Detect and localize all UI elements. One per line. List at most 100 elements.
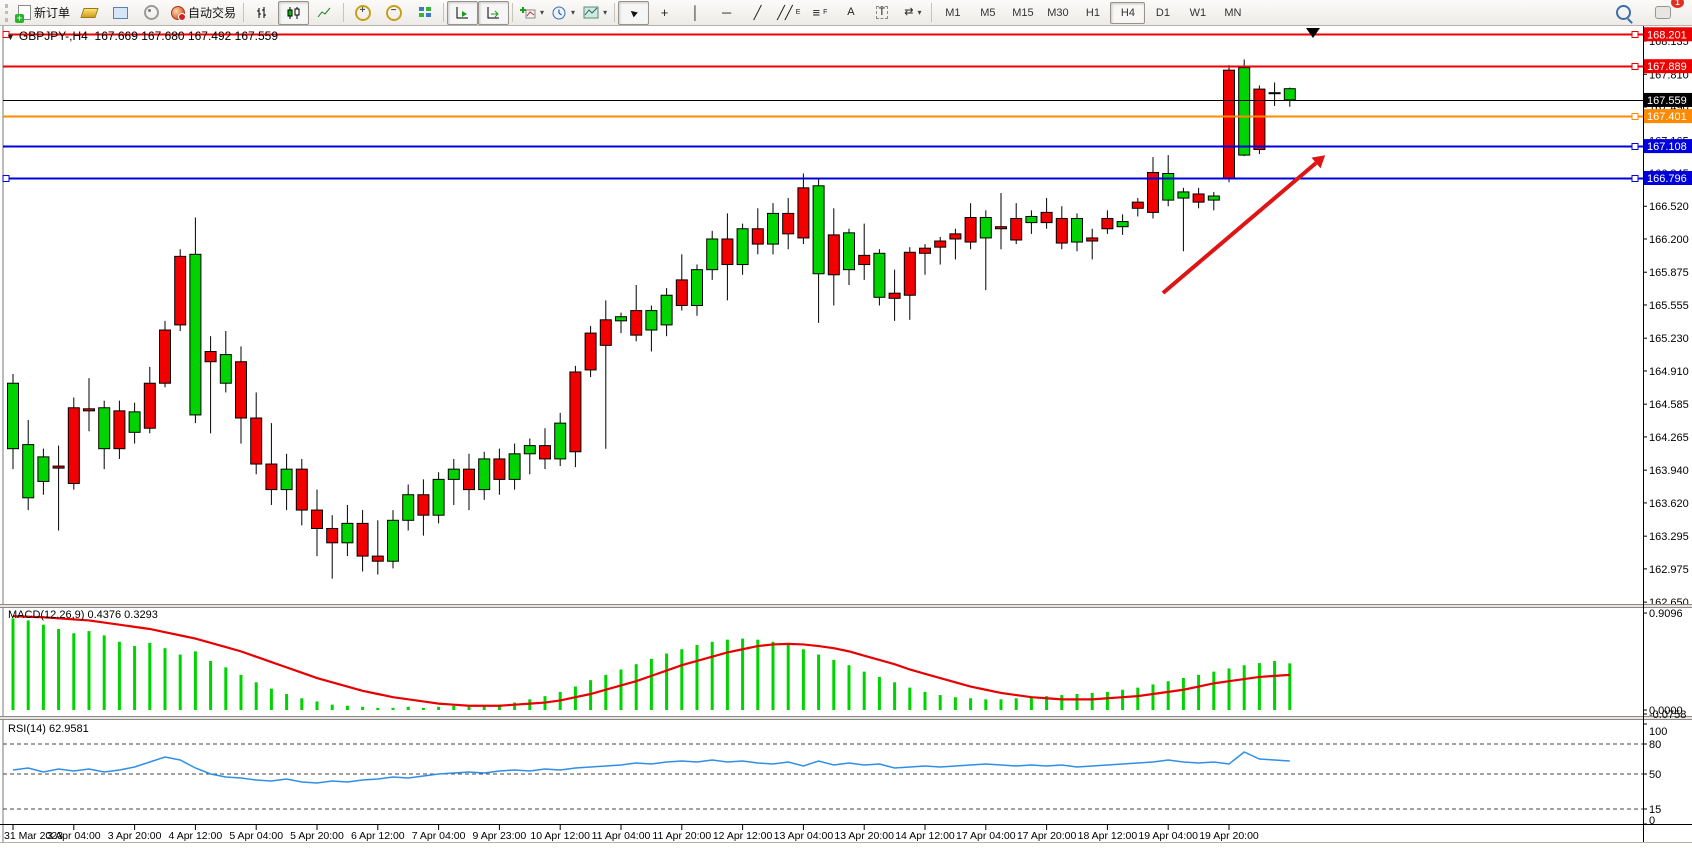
- candle: [387, 519, 399, 562]
- price-tick-label: 163.620: [1649, 498, 1689, 510]
- candle: [67, 407, 80, 484]
- dropdown-caret-icon: ▾: [917, 8, 922, 17]
- timeframe-button-D1[interactable]: D1: [1155, 6, 1170, 19]
- text-tool-button[interactable]: A: [835, 1, 866, 25]
- candle: [630, 310, 643, 336]
- line-handle[interactable]: [1631, 63, 1639, 70]
- candle: [554, 422, 567, 460]
- timeframe-button-W1[interactable]: W1: [1189, 6, 1207, 19]
- vertical-line-icon: │: [691, 5, 700, 20]
- pane-divider[interactable]: [0, 716, 1692, 720]
- macd-histogram-bar: [1197, 674, 1201, 710]
- date-label: 6 Apr 12:00: [351, 830, 405, 842]
- line-handle[interactable]: [2, 175, 10, 182]
- auto-scroll-button[interactable]: [447, 0, 479, 25]
- separator: [614, 3, 616, 22]
- arrows-tool-button[interactable]: ⇄ ▾: [897, 1, 928, 25]
- timeframe-button-H4[interactable]: H4: [1110, 1, 1146, 24]
- price-badge: [1644, 92, 1692, 107]
- line-handle[interactable]: [1631, 143, 1639, 150]
- templates-button[interactable]: ▾: [579, 1, 611, 25]
- macd-histogram-bar: [756, 639, 760, 710]
- macd-histogram-bar: [193, 651, 197, 710]
- macd-histogram-bar: [361, 706, 365, 710]
- tile-windows-button[interactable]: [409, 1, 440, 25]
- line-handle[interactable]: [1631, 31, 1639, 38]
- fibonacci-tool-button[interactable]: ≡ F: [812, 5, 828, 20]
- signals-button[interactable]: [136, 1, 167, 25]
- separator: [343, 3, 345, 22]
- down-triangle-marker[interactable]: [1306, 28, 1320, 38]
- periods-button[interactable]: ▾: [548, 1, 579, 25]
- candle: [523, 445, 536, 455]
- horizontal-line-tool-button[interactable]: ─: [711, 1, 742, 25]
- bar-chart-button[interactable]: [247, 1, 278, 25]
- macd-histogram-bar: [680, 649, 684, 710]
- fibonacci-icon: ≡: [812, 5, 821, 20]
- timeframe-button-M5[interactable]: M5: [980, 6, 996, 19]
- vertical-line-tool-button[interactable]: │: [680, 1, 711, 25]
- timeframe-button-M1[interactable]: M1: [945, 6, 961, 19]
- line-chart-button[interactable]: [309, 1, 340, 25]
- candle: [1010, 218, 1023, 241]
- price-tick-label: 164.910: [1649, 366, 1689, 378]
- candle: [995, 226, 1007, 230]
- price-badge: [1644, 139, 1692, 154]
- crosshair-tool-button[interactable]: +: [649, 1, 680, 25]
- candlestick-chart-button[interactable]: [278, 0, 310, 25]
- indicators-button[interactable]: ▾: [516, 1, 548, 25]
- candle: [7, 382, 19, 450]
- chart-shift-button[interactable]: [478, 0, 510, 25]
- macd-histogram-bar: [1136, 687, 1140, 710]
- zoom-in-button[interactable]: +: [347, 1, 378, 25]
- strategy-button[interactable]: [105, 1, 136, 25]
- line-handle[interactable]: [1631, 175, 1639, 182]
- auto-scroll-icon: [456, 6, 469, 18]
- line-handle[interactable]: [2, 31, 10, 38]
- macd-histogram-bar: [817, 654, 821, 710]
- separator: [931, 3, 933, 22]
- candle: [22, 444, 35, 499]
- add-indicator-icon: [520, 6, 536, 18]
- search-button[interactable]: [1608, 1, 1639, 25]
- candle: [812, 185, 825, 275]
- zoom-out-button[interactable]: −: [378, 1, 409, 25]
- macd-histogram-bar: [497, 704, 501, 710]
- label-tool-button[interactable]: T: [866, 1, 897, 25]
- price-badge: [1644, 171, 1692, 186]
- candle: [949, 233, 962, 240]
- date-label: 18 Apr 12:00: [1078, 830, 1138, 842]
- channel-tool-button[interactable]: ╱╱ E: [777, 5, 801, 20]
- cursor-tool-button[interactable]: ▲: [618, 0, 650, 25]
- trend-arrow-line[interactable]: [1161, 161, 1318, 295]
- autotrade-button[interactable]: 自动交易: [167, 1, 240, 25]
- timeframe-button-M15[interactable]: M15: [1012, 6, 1034, 19]
- pane-divider[interactable]: [0, 604, 1692, 608]
- macd-histogram-bar: [421, 707, 425, 710]
- candle: [979, 216, 992, 239]
- candle: [1268, 92, 1281, 95]
- rsi-level-label: 0: [1649, 815, 1655, 827]
- candle: [1131, 201, 1144, 209]
- macd-histogram-bar: [1060, 695, 1064, 710]
- candle: [1223, 69, 1235, 180]
- macd-histogram-bar: [725, 639, 729, 710]
- macd-histogram-bar: [1166, 681, 1170, 710]
- macd-histogram-bar: [1151, 684, 1155, 710]
- timeframe-button-MN[interactable]: MN: [1224, 6, 1242, 19]
- gold-button[interactable]: [74, 1, 105, 25]
- notifications-button[interactable]: 1: [1647, 0, 1684, 25]
- trend-arrow-head[interactable]: [1311, 155, 1326, 169]
- candle: [1192, 193, 1205, 203]
- timeframe-button-M30[interactable]: M30: [1047, 6, 1069, 19]
- candle: [873, 252, 886, 298]
- candle: [569, 371, 582, 453]
- candle: [1283, 88, 1296, 101]
- date-label: 3 Apr 04:00: [47, 830, 101, 842]
- timeframe-button-H1[interactable]: H1: [1085, 6, 1100, 19]
- bar-chart-icon: [257, 6, 267, 18]
- trendline-tool-button[interactable]: ╱: [742, 1, 773, 25]
- new-order-button[interactable]: + 新订单: [14, 1, 74, 25]
- line-handle[interactable]: [1631, 113, 1639, 120]
